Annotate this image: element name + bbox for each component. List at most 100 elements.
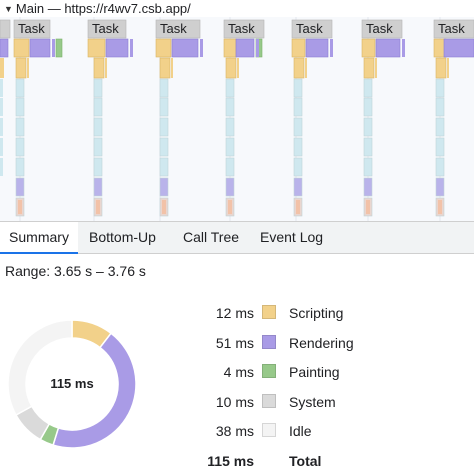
call-frame-bar[interactable] bbox=[435, 177, 445, 197]
call-frame-bar[interactable] bbox=[159, 177, 169, 197]
rendering-bar[interactable] bbox=[52, 39, 55, 57]
call-frame-bar[interactable] bbox=[15, 78, 25, 98]
task-bar[interactable] bbox=[223, 19, 265, 39]
call-frame-bar[interactable] bbox=[225, 97, 235, 117]
scripting-bar[interactable] bbox=[447, 58, 449, 78]
call-frame-bar[interactable] bbox=[225, 137, 235, 157]
scripting-bar[interactable] bbox=[361, 38, 376, 58]
scripting-bar[interactable] bbox=[87, 38, 106, 58]
call-frame-bar[interactable] bbox=[293, 157, 303, 177]
call-frame-bar[interactable] bbox=[93, 157, 103, 177]
call-frame-bar[interactable] bbox=[93, 137, 103, 157]
call-frame-bar[interactable] bbox=[293, 137, 303, 157]
call-frame-bar[interactable] bbox=[159, 117, 169, 137]
call-frame-bar[interactable] bbox=[15, 97, 25, 117]
rendering-bar[interactable] bbox=[171, 38, 199, 58]
call-frame-bar[interactable] bbox=[228, 200, 232, 214]
scripting-bar[interactable] bbox=[435, 57, 447, 79]
task-bar[interactable] bbox=[87, 19, 127, 39]
rendering-bar[interactable] bbox=[305, 38, 329, 58]
task-bar[interactable] bbox=[13, 19, 51, 39]
call-frame-bar[interactable] bbox=[0, 118, 3, 136]
call-frame-bar[interactable] bbox=[363, 177, 373, 197]
call-frame-bar[interactable] bbox=[296, 200, 300, 214]
call-frame-bar[interactable] bbox=[15, 177, 25, 197]
rendering-bar[interactable] bbox=[235, 38, 255, 58]
scripting-bar[interactable] bbox=[27, 58, 29, 78]
call-frame-bar[interactable] bbox=[293, 97, 303, 117]
rendering-bar[interactable] bbox=[256, 39, 259, 57]
call-frame-bar[interactable] bbox=[159, 78, 169, 98]
call-frame-bar[interactable] bbox=[293, 177, 303, 197]
task-bar[interactable] bbox=[155, 19, 201, 39]
call-frame-bar[interactable] bbox=[363, 117, 373, 137]
rendering-bar[interactable] bbox=[130, 39, 133, 57]
call-frame-bar[interactable] bbox=[435, 97, 445, 117]
rendering-bar[interactable] bbox=[402, 39, 405, 57]
scripting-bar[interactable] bbox=[237, 58, 239, 78]
call-frame-bar[interactable] bbox=[435, 117, 445, 137]
tab-summary[interactable]: Summary bbox=[0, 222, 78, 254]
tab-event-log[interactable]: Event Log bbox=[260, 229, 324, 245]
main-thread-flame-chart[interactable]: Task Task Task Task Task Task Task ▼ Main — htt… bbox=[0, 0, 474, 222]
call-frame-bar[interactable] bbox=[93, 97, 103, 117]
call-frame-bar[interactable] bbox=[0, 79, 3, 97]
call-frame-bar[interactable] bbox=[363, 157, 373, 177]
call-frame-bar[interactable] bbox=[159, 97, 169, 117]
call-frame-bar[interactable] bbox=[225, 177, 235, 197]
call-frame-bar[interactable] bbox=[435, 137, 445, 157]
call-frame-bar[interactable] bbox=[363, 97, 373, 117]
rendering-bar[interactable] bbox=[0, 38, 9, 58]
call-frame-bar[interactable] bbox=[18, 200, 22, 214]
call-frame-bar[interactable] bbox=[363, 137, 373, 157]
call-frame-bar[interactable] bbox=[0, 158, 3, 176]
call-frame-bar[interactable] bbox=[435, 78, 445, 98]
call-frame-bar[interactable] bbox=[93, 177, 103, 197]
rendering-bar[interactable] bbox=[443, 38, 474, 58]
tab-call-tree[interactable]: Call Tree bbox=[183, 229, 240, 245]
scripting-bar[interactable] bbox=[223, 38, 237, 58]
main-track-header[interactable]: ▼ Main — https://r4wv7.csb.app/ bbox=[0, 0, 474, 17]
task-bar[interactable] bbox=[433, 19, 474, 39]
scripting-bar[interactable] bbox=[171, 58, 173, 78]
scripting-bar[interactable] bbox=[105, 58, 107, 78]
rendering-bar[interactable] bbox=[29, 38, 51, 58]
rendering-bar[interactable] bbox=[200, 39, 203, 57]
scripting-bar[interactable] bbox=[15, 57, 27, 79]
call-frame-bar[interactable] bbox=[15, 157, 25, 177]
call-frame-bar[interactable] bbox=[96, 200, 100, 214]
rendering-bar[interactable] bbox=[375, 38, 401, 58]
scripting-bar[interactable] bbox=[293, 57, 305, 79]
call-frame-bar[interactable] bbox=[438, 200, 442, 214]
scripting-bar[interactable] bbox=[0, 58, 4, 78]
scripting-bar[interactable] bbox=[375, 58, 377, 78]
call-frame-bar[interactable] bbox=[363, 78, 373, 98]
painting-bar[interactable] bbox=[55, 38, 63, 58]
scripting-bar[interactable] bbox=[291, 38, 306, 58]
call-frame-bar[interactable] bbox=[159, 157, 169, 177]
call-frame-bar[interactable] bbox=[293, 117, 303, 137]
task-bar[interactable] bbox=[291, 19, 333, 39]
rendering-bar[interactable] bbox=[330, 39, 333, 57]
call-frame-bar[interactable] bbox=[162, 200, 166, 214]
call-frame-bar[interactable] bbox=[293, 78, 303, 98]
call-frame-bar[interactable] bbox=[93, 78, 103, 98]
rendering-bar[interactable] bbox=[105, 38, 129, 58]
call-frame-bar[interactable] bbox=[15, 117, 25, 137]
scripting-bar[interactable] bbox=[305, 58, 307, 78]
call-frame-bar[interactable] bbox=[93, 117, 103, 137]
call-frame-bar[interactable] bbox=[225, 78, 235, 98]
collapse-triangle-icon[interactable]: ▼ bbox=[4, 4, 13, 14]
scripting-bar[interactable] bbox=[159, 57, 171, 79]
call-frame-bar[interactable] bbox=[0, 138, 3, 156]
tab-bottom-up[interactable]: Bottom-Up bbox=[89, 229, 156, 245]
call-frame-bar[interactable] bbox=[15, 137, 25, 157]
task-bar[interactable] bbox=[361, 19, 403, 39]
call-frame-bar[interactable] bbox=[0, 98, 3, 116]
task-bar[interactable] bbox=[0, 19, 11, 39]
scripting-bar[interactable] bbox=[225, 57, 237, 79]
call-frame-bar[interactable] bbox=[435, 157, 445, 177]
scripting-bar[interactable] bbox=[363, 57, 375, 79]
call-frame-bar[interactable] bbox=[225, 117, 235, 137]
scripting-bar[interactable] bbox=[93, 57, 105, 79]
